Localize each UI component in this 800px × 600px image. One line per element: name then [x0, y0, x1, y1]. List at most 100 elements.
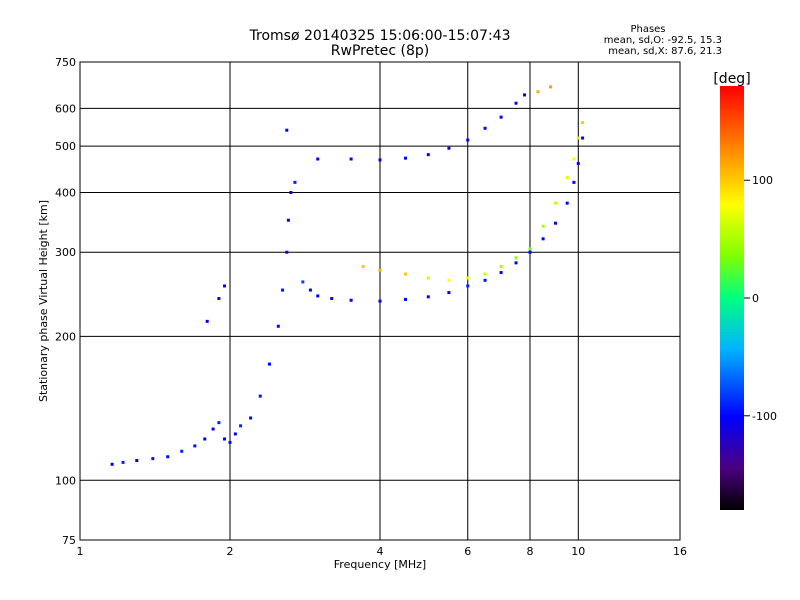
- data-point: [267, 362, 271, 366]
- colorbar-tick-label: -100: [752, 410, 777, 423]
- data-point: [316, 157, 320, 161]
- x-tick-label: 8: [527, 545, 534, 558]
- phases-legend-x: mean, sd,X: 87.6, 21.3: [608, 46, 722, 57]
- data-point: [258, 394, 262, 398]
- data-point: [180, 449, 184, 453]
- data-point: [536, 90, 540, 94]
- x-tick-label: 2: [227, 545, 234, 558]
- data-point: [576, 161, 580, 165]
- y-tick-label: 400: [55, 186, 76, 199]
- data-point: [572, 180, 576, 184]
- colorbar-tick-label: 0: [752, 292, 759, 305]
- data-point: [378, 299, 382, 303]
- data-point: [249, 416, 253, 420]
- x-tick-label: 16: [673, 545, 687, 558]
- data-point: [403, 156, 407, 160]
- plot-frame: [79, 61, 681, 541]
- phases-legend-title: Phases: [630, 24, 665, 35]
- data-point: [330, 297, 334, 301]
- data-point: [403, 297, 407, 301]
- y-tick-label: 500: [55, 140, 76, 153]
- data-point: [541, 224, 545, 228]
- data-point: [447, 278, 451, 282]
- colorbar-tick-label: 100: [752, 174, 773, 187]
- data-point: [193, 444, 197, 448]
- data-point: [581, 136, 585, 140]
- y-tick-label: 300: [55, 246, 76, 259]
- y-tick-label: 750: [55, 56, 76, 69]
- colorbar-label: [deg]: [713, 71, 750, 87]
- y-axis-label: Stationary phase Virtual Height [km]: [37, 200, 50, 402]
- data-point: [528, 247, 532, 251]
- data-point: [565, 201, 569, 205]
- data-point: [349, 157, 353, 161]
- data-point: [553, 201, 557, 205]
- data-point: [293, 180, 297, 184]
- data-point: [466, 138, 470, 142]
- chart-subtitle: RwPretec (8p): [331, 43, 429, 59]
- data-point: [523, 93, 527, 97]
- data-point: [289, 190, 293, 194]
- x-tick-label: 6: [464, 545, 471, 558]
- data-point: [499, 271, 503, 275]
- x-tick-label: 1: [77, 545, 84, 558]
- data-point: [205, 319, 209, 323]
- data-point: [447, 146, 451, 150]
- data-point: [110, 462, 114, 466]
- axis-ticks: 1 2 4 6 8 10 16 75 100 200 300 400 500 600 750: [55, 56, 687, 558]
- data-point: [565, 175, 569, 179]
- y-tick-label: 600: [55, 102, 76, 115]
- data-point: [301, 280, 305, 284]
- data-point: [403, 272, 407, 276]
- grid-lines: [80, 62, 680, 540]
- data-point: [239, 424, 243, 428]
- data-point: [316, 294, 320, 298]
- data-point: [528, 250, 532, 254]
- data-point: [447, 291, 451, 295]
- data-point: [572, 157, 576, 161]
- data-point: [135, 458, 139, 462]
- data-point: [581, 121, 585, 125]
- data-point: [576, 136, 580, 140]
- data-point: [483, 278, 487, 282]
- colorbar-ticks: 100 0 -100: [744, 174, 777, 423]
- data-point: [285, 250, 289, 254]
- data-point: [281, 288, 285, 292]
- data-point: [228, 440, 232, 444]
- data-points: [110, 85, 585, 466]
- chart-title: Tromsø 20140325 15:06:00-15:07:43: [249, 28, 511, 44]
- data-point: [203, 437, 207, 441]
- data-point: [361, 265, 365, 269]
- x-axis-label: Frequency [MHz]: [334, 558, 426, 571]
- data-point: [308, 288, 312, 292]
- colorbar: [720, 86, 744, 510]
- y-tick-label: 100: [55, 474, 76, 487]
- data-point: [426, 276, 430, 280]
- data-point: [121, 460, 125, 464]
- phases-legend-o: mean, sd,O: -92.5, 15.3: [604, 35, 722, 46]
- data-point: [378, 268, 382, 272]
- data-point: [217, 421, 221, 425]
- x-tick-label: 10: [571, 545, 585, 558]
- data-point: [514, 101, 518, 105]
- data-point: [549, 85, 553, 89]
- data-point: [466, 284, 470, 288]
- x-tick-label: 4: [377, 545, 384, 558]
- y-tick-label: 75: [62, 534, 76, 547]
- data-point: [285, 128, 289, 132]
- data-point: [514, 256, 518, 260]
- data-point: [151, 457, 155, 461]
- data-point: [499, 265, 503, 269]
- data-point: [378, 158, 382, 162]
- data-point: [499, 115, 503, 119]
- data-point: [466, 276, 470, 280]
- data-point: [426, 153, 430, 157]
- y-tick-label: 200: [55, 330, 76, 343]
- data-point: [166, 455, 170, 459]
- data-point: [349, 298, 353, 302]
- data-point: [276, 324, 280, 328]
- data-point: [233, 432, 237, 436]
- data-point: [553, 221, 557, 225]
- data-point: [223, 437, 227, 441]
- data-point: [514, 261, 518, 265]
